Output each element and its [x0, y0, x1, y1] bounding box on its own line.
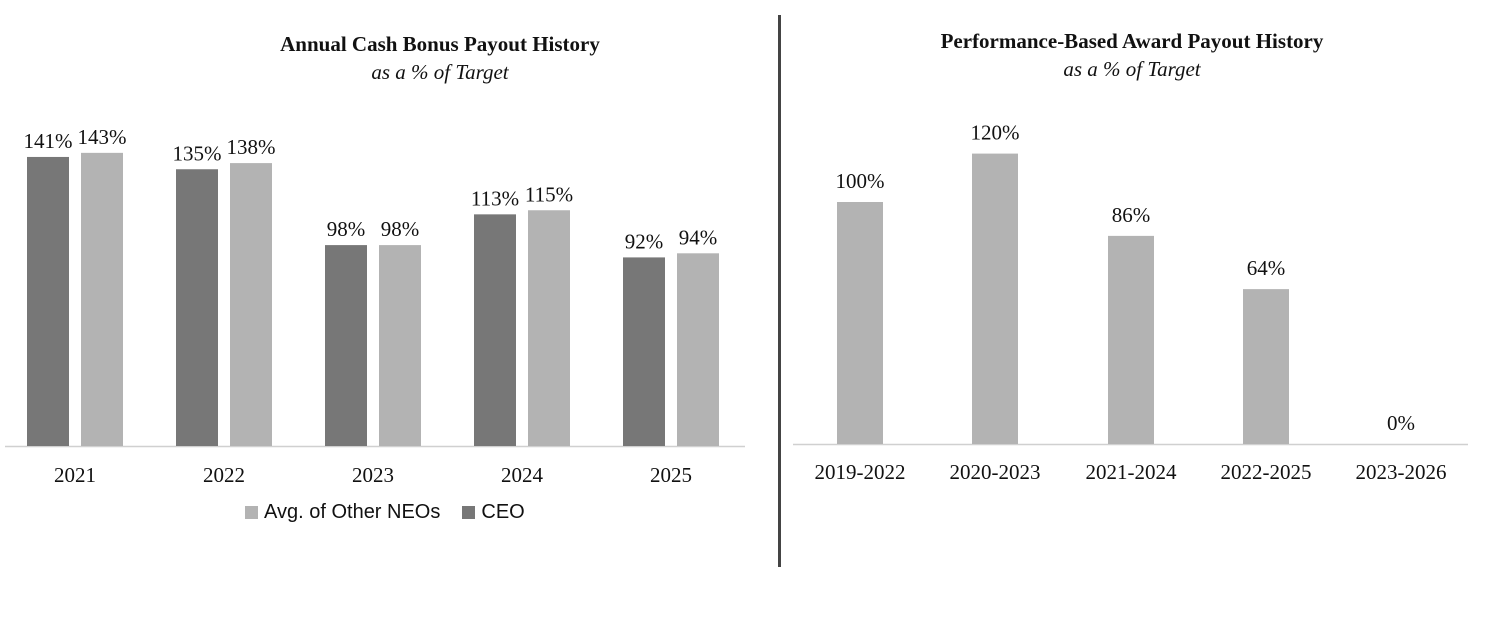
data-label-avg-neos-2023: 98% — [381, 217, 420, 241]
bar-2020-2023 — [972, 153, 1018, 444]
left-chart-title: Annual Cash Bonus Payout History — [280, 32, 600, 56]
right-chart-title: Performance-Based Award Payout History — [940, 29, 1324, 53]
data-label-ceo-2022: 135% — [173, 141, 222, 165]
bar-ceo-2025 — [623, 257, 665, 446]
bar-ceo-2021 — [27, 156, 69, 446]
legend-swatch-avg-neos — [245, 506, 258, 519]
data-label-ceo-2023: 98% — [327, 217, 366, 241]
bar-avg-neos-2024 — [528, 210, 570, 446]
data-label-ceo-2024: 113% — [471, 186, 519, 210]
x-tick-label-2025: 2025 — [650, 463, 692, 487]
legend-item-ceo: CEO — [462, 501, 525, 524]
x-tick-label-2023: 2023 — [352, 463, 394, 487]
bar-avg-neos-2022 — [230, 163, 272, 446]
left-bar-chart: 141% 143% 2021 135% 138% 2022 98% 98% 2023 113% 11… — [5, 125, 745, 487]
legend-swatch-ceo — [462, 506, 476, 519]
bar-avg-neos-2025 — [677, 253, 719, 446]
x-tick-label-2019-2022: 2019-2022 — [815, 460, 906, 484]
right-chart-subtitle: as a % of Target — [1063, 57, 1201, 81]
data-label-avg-neos-2025: 94% — [679, 225, 718, 249]
x-tick-label-2021-2024: 2021-2024 — [1086, 460, 1177, 484]
left-chart-legend: Avg. of Other NEOs CEO — [245, 501, 547, 524]
x-tick-label-2023-2026: 2023-2026 — [1356, 460, 1447, 484]
bar-avg-neos-2021 — [81, 152, 123, 446]
data-label-avg-neos-2022: 138% — [227, 135, 276, 159]
bar-2019-2022 — [837, 202, 883, 444]
legend-item-avg-neos: Avg. of Other NEOs — [245, 501, 440, 524]
legend-label-ceo: CEO — [481, 501, 525, 523]
x-tick-label-2021: 2021 — [54, 463, 96, 487]
data-label-2019-2022: 100% — [836, 169, 885, 193]
bar-ceo-2022 — [176, 169, 218, 446]
x-tick-label-2022-2025: 2022-2025 — [1221, 460, 1312, 484]
data-label-2021-2024: 86% — [1112, 203, 1151, 227]
bar-ceo-2024 — [474, 214, 516, 446]
data-label-avg-neos-2024: 115% — [525, 182, 573, 206]
data-label-ceo-2021: 141% — [24, 129, 73, 153]
chart-divider — [778, 15, 781, 567]
data-label-2020-2023: 120% — [971, 121, 1020, 145]
legend-label-avg-neos: Avg. of Other NEOs — [264, 501, 441, 523]
x-tick-label-2020-2023: 2020-2023 — [950, 460, 1041, 484]
x-tick-label-2022: 2022 — [203, 463, 245, 487]
data-label-2022-2025: 64% — [1247, 256, 1286, 280]
bar-ceo-2023 — [325, 245, 367, 446]
right-bar-chart: 100% 2019-2022 120% 2020-2023 86% 2021-2024 64… — [793, 121, 1468, 484]
data-label-2023-2026: 0% — [1387, 411, 1415, 435]
left-chart-subtitle: as a % of Target — [371, 60, 509, 84]
data-label-ceo-2025: 92% — [625, 229, 664, 253]
bar-2022-2025 — [1243, 289, 1289, 444]
bar-avg-neos-2023 — [379, 245, 421, 446]
x-tick-label-2024: 2024 — [501, 463, 544, 487]
data-label-avg-neos-2021: 143% — [78, 125, 127, 149]
bar-2021-2024 — [1108, 235, 1154, 444]
